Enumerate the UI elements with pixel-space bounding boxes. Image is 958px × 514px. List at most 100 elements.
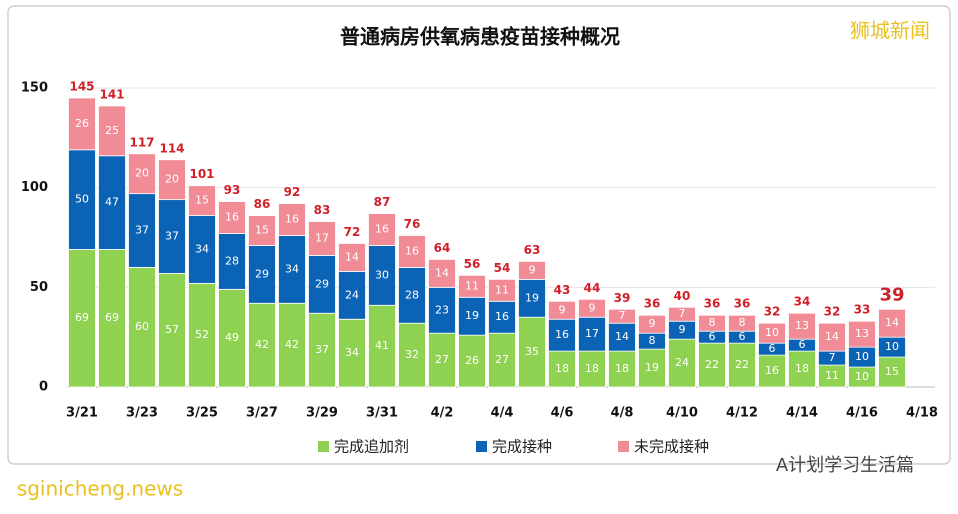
data-label: 16 xyxy=(555,328,569,341)
data-label: 27 xyxy=(495,353,509,366)
bar-segment xyxy=(278,235,306,304)
total-label: 43 xyxy=(554,283,571,297)
x-tick-label: 4/10 xyxy=(666,406,698,421)
bar-segment xyxy=(278,203,306,236)
data-label: 69 xyxy=(75,311,89,324)
data-label: 17 xyxy=(315,231,329,244)
bar-segment xyxy=(128,193,156,268)
bar-segment xyxy=(578,298,606,318)
data-label: 24 xyxy=(675,356,689,369)
legend-swatch xyxy=(476,441,487,452)
bar-segment xyxy=(398,322,426,388)
bar-segment xyxy=(158,272,186,388)
bar-segment xyxy=(248,245,276,304)
data-label: 10 xyxy=(855,350,869,363)
total-label: 32 xyxy=(764,305,781,319)
legend-label: 完成追加剂 xyxy=(334,438,409,456)
bar-segment xyxy=(668,338,696,388)
watermark: A计划学习生活篇 xyxy=(776,455,914,476)
bar-segment xyxy=(68,249,96,388)
data-label: 9 xyxy=(649,317,656,330)
data-label: 37 xyxy=(315,343,329,356)
data-label: 15 xyxy=(255,224,269,237)
data-label: 16 xyxy=(495,310,509,323)
data-label: 41 xyxy=(375,339,389,352)
total-label: 39 xyxy=(614,291,631,305)
bar-segment xyxy=(548,300,576,320)
data-label: 28 xyxy=(405,288,419,301)
bar-segment xyxy=(158,159,186,201)
bar-segment xyxy=(308,255,336,314)
data-label: 34 xyxy=(285,262,299,275)
data-label: 17 xyxy=(585,327,599,340)
data-label: 28 xyxy=(225,254,239,267)
data-label: 15 xyxy=(885,365,899,378)
data-label: 50 xyxy=(75,193,89,206)
bar-segment xyxy=(368,213,396,246)
watermark: sginicheng.news xyxy=(17,477,183,501)
bar-segment xyxy=(338,243,366,272)
data-label: 37 xyxy=(135,224,149,237)
data-label: 11 xyxy=(465,279,479,292)
bar-segment xyxy=(458,334,486,388)
y-tick-label: 150 xyxy=(21,81,48,96)
data-label: 8 xyxy=(739,316,746,329)
total-label: 141 xyxy=(99,87,124,101)
total-label: 36 xyxy=(644,297,661,311)
legend-label: 未完成接种 xyxy=(634,438,709,456)
bar-segment xyxy=(428,332,456,388)
data-label: 18 xyxy=(585,362,599,375)
data-label: 7 xyxy=(679,307,686,320)
total-label: 33 xyxy=(854,303,871,317)
data-label: 14 xyxy=(825,330,839,343)
data-label: 10 xyxy=(855,370,869,383)
x-tick-label: 4/12 xyxy=(726,406,758,421)
bar-segment xyxy=(308,312,336,388)
data-label: 22 xyxy=(705,358,719,371)
total-label: 86 xyxy=(254,197,271,211)
bar-segment xyxy=(458,274,486,298)
total-label: 44 xyxy=(584,281,601,295)
total-label: 36 xyxy=(734,297,751,311)
x-tick-label: 3/23 xyxy=(126,406,158,421)
data-label: 18 xyxy=(555,362,569,375)
bar-segment xyxy=(668,306,696,322)
bar-segment xyxy=(518,278,546,318)
data-label: 6 xyxy=(709,330,716,343)
data-label: 16 xyxy=(405,244,419,257)
total-label: 76 xyxy=(404,217,421,231)
bar-segment xyxy=(188,185,216,216)
data-label: 23 xyxy=(435,303,449,316)
bar-segment xyxy=(758,354,786,388)
data-label: 16 xyxy=(285,213,299,226)
legend: 完成追加剂 完成接种 未完成接种 xyxy=(318,438,709,456)
data-label: 26 xyxy=(465,354,479,367)
data-label: 13 xyxy=(855,327,869,340)
data-label: 6 xyxy=(769,342,776,355)
data-label: 35 xyxy=(525,345,539,358)
bar-segment xyxy=(308,221,336,256)
data-label: 24 xyxy=(345,288,359,301)
total-label: 32 xyxy=(824,305,841,319)
bar-segment xyxy=(758,322,786,344)
bar-segment xyxy=(638,314,666,334)
data-label: 7 xyxy=(829,351,836,364)
data-label: 11 xyxy=(495,283,509,296)
data-label: 6 xyxy=(799,338,806,351)
x-tick-label: 3/29 xyxy=(306,406,338,421)
data-label: 15 xyxy=(195,194,209,207)
total-label: 101 xyxy=(189,167,214,181)
total-label: 72 xyxy=(344,225,361,239)
x-tick-label: 3/27 xyxy=(246,406,278,421)
data-label: 27 xyxy=(435,353,449,366)
data-label: 13 xyxy=(795,319,809,332)
y-tick-label: 100 xyxy=(21,180,48,195)
bar-segment xyxy=(218,233,246,290)
bar-segment xyxy=(248,302,276,388)
data-label: 8 xyxy=(649,334,656,347)
data-label: 8 xyxy=(709,316,716,329)
data-label: 11 xyxy=(825,369,839,382)
data-label: 26 xyxy=(75,117,89,130)
data-label: 14 xyxy=(615,330,629,343)
